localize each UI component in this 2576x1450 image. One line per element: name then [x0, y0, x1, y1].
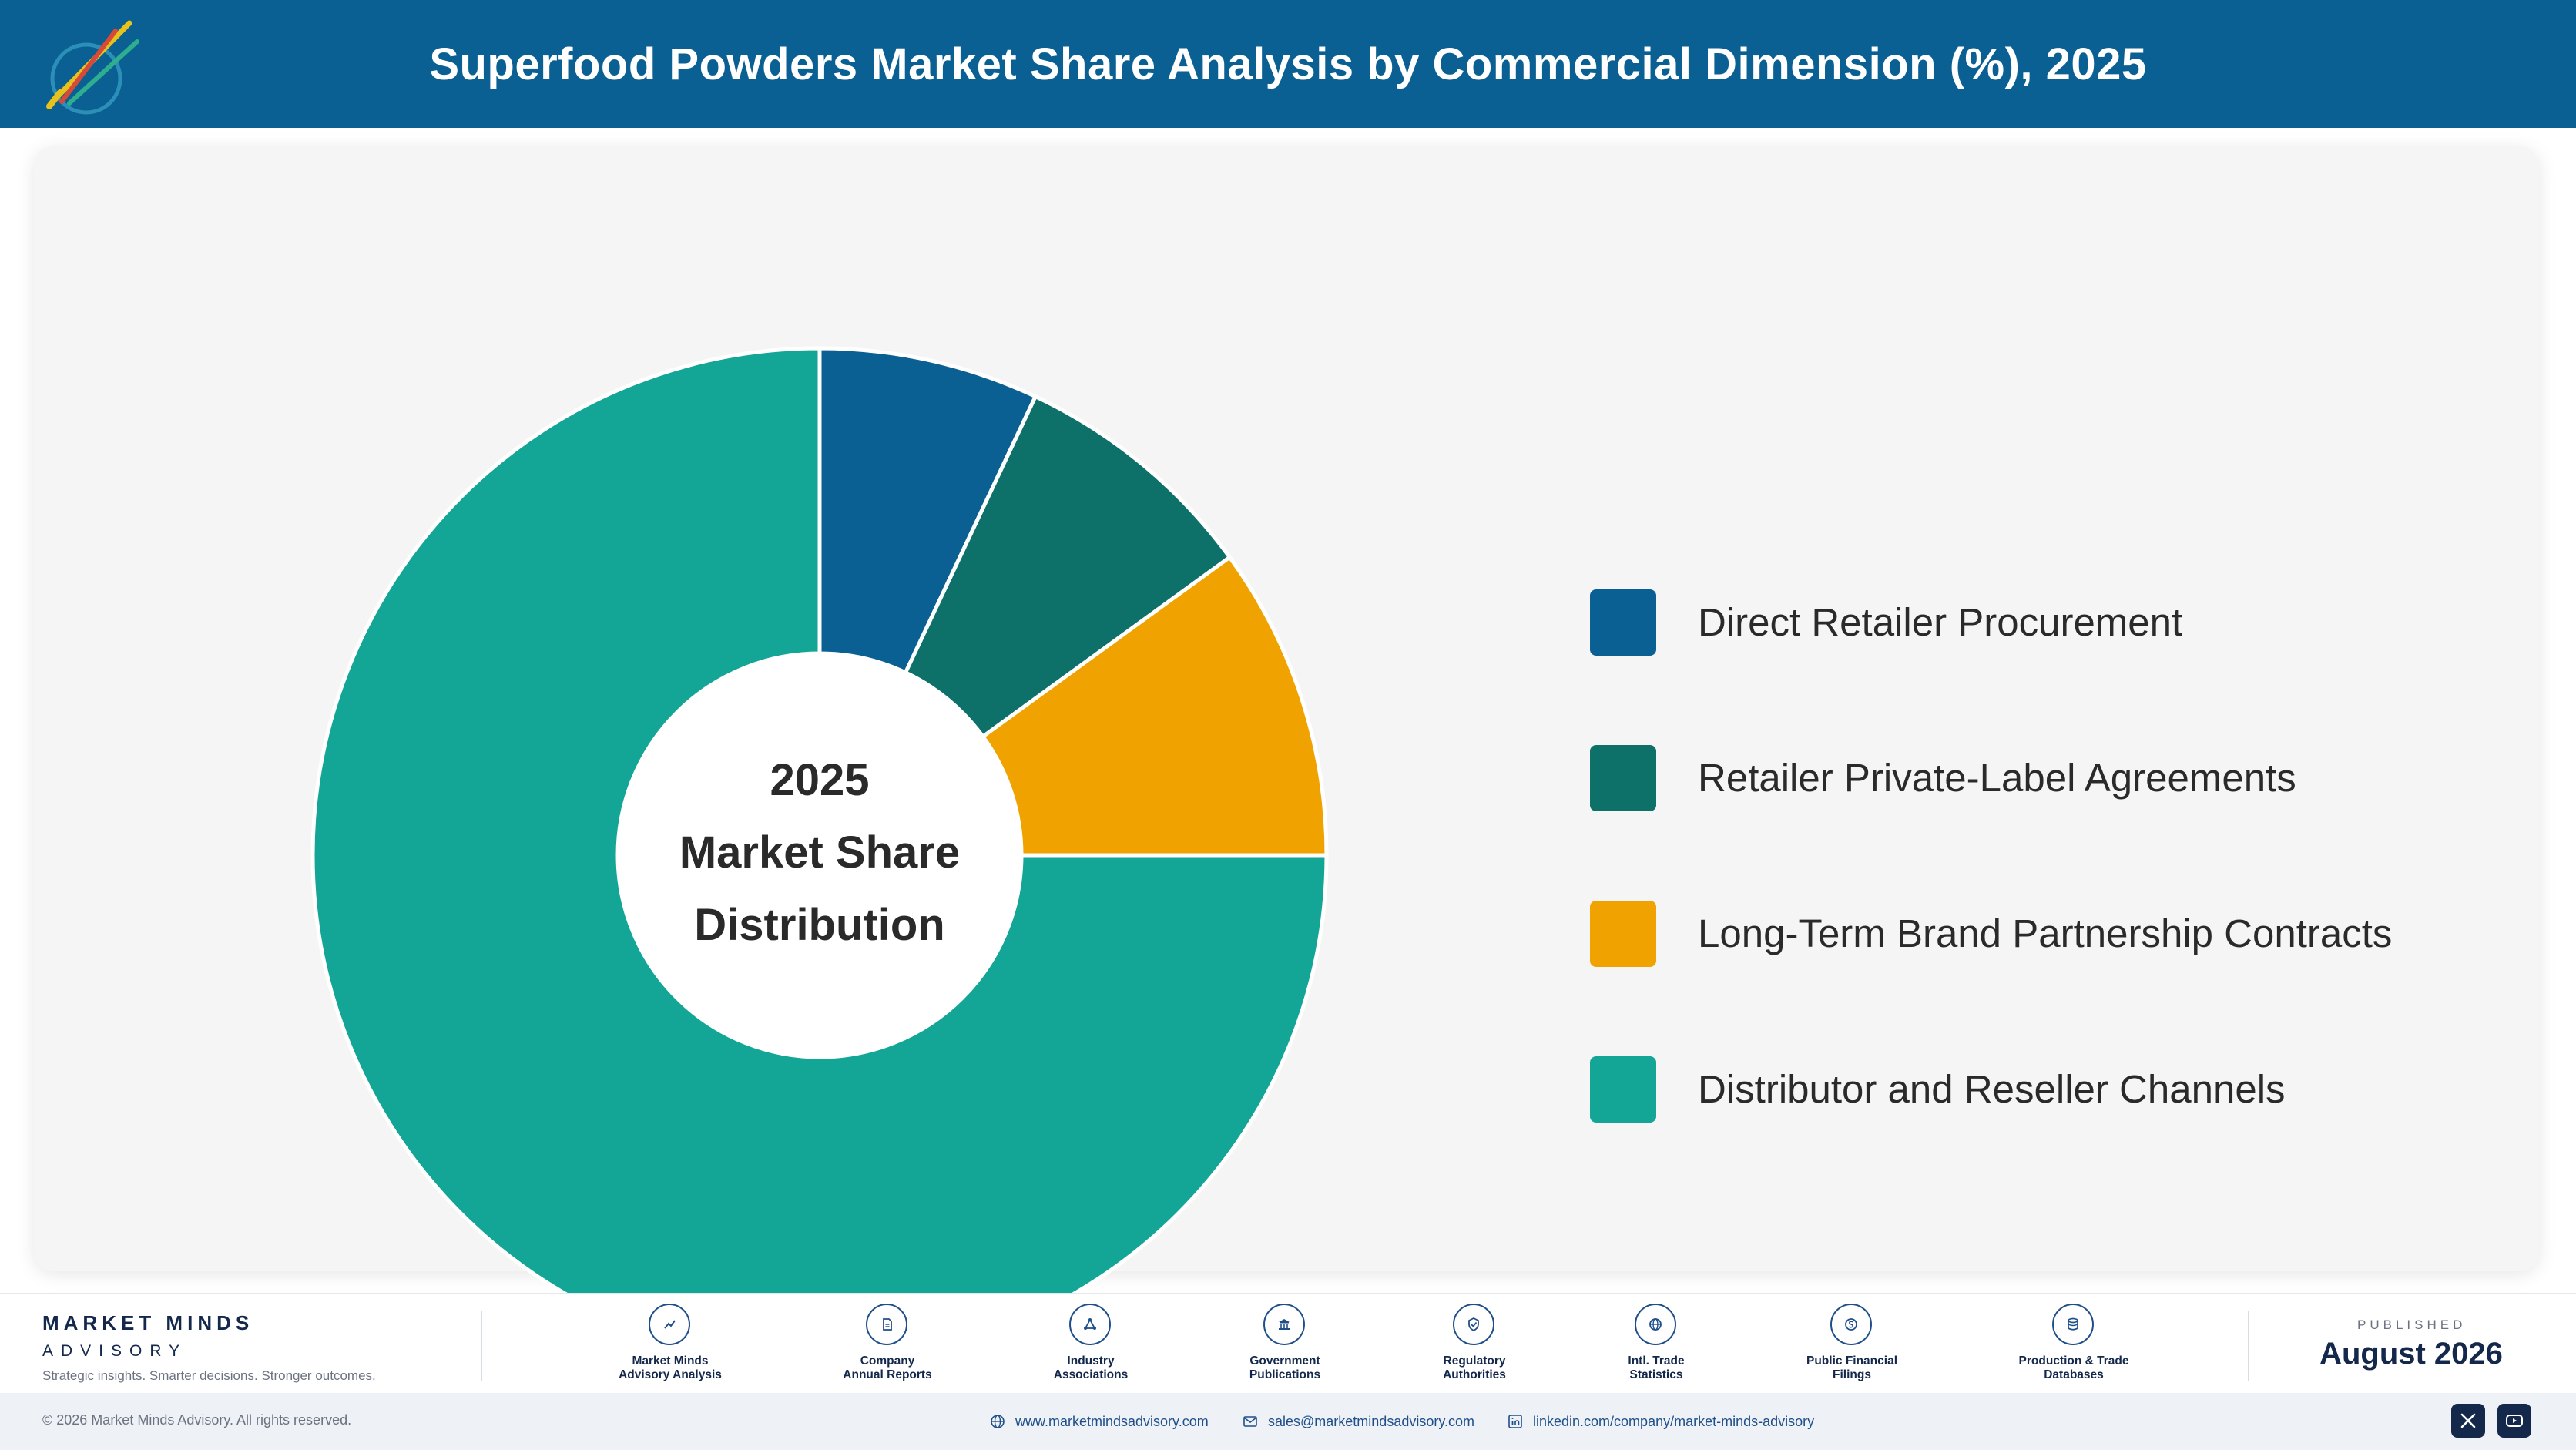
- donut-center-text: Distribution: [694, 900, 944, 950]
- website-link[interactable]: www.marketmindsadvisory.com: [989, 1411, 1209, 1432]
- data-source-label: Regulatory Authorities: [1443, 1354, 1506, 1381]
- legend-label: Retailer Private-Label Agreements: [1698, 756, 2296, 800]
- legend-item: Retailer Private-Label Agreements: [1590, 745, 2514, 811]
- footer: MARKET MINDS ADVISORY Strategic insights…: [0, 1293, 2576, 1395]
- copyright: © 2026 Market Minds Advisory. All rights…: [42, 1412, 352, 1428]
- legend-swatch: [1590, 589, 1656, 656]
- header-bar: Superfood Powders Market Share Analysis …: [0, 0, 2576, 128]
- chart-card: 2025 Market Share Distribution Direct Reta…: [34, 146, 2539, 1364]
- legend-label: Long-Term Brand Partnership Contracts: [1698, 911, 2393, 955]
- donut-chart: 2025 Market Share Distribution: [310, 346, 1329, 1364]
- dollar-coin-icon: [1830, 1304, 1872, 1345]
- data-source-label: Intl. Trade Statistics: [1628, 1354, 1685, 1381]
- globe-icon: [1635, 1304, 1676, 1345]
- website-text: www.marketmindsadvisory.com: [1015, 1413, 1209, 1429]
- data-source-label: Public Financial Filings: [1806, 1354, 1897, 1381]
- database-icon: [2052, 1304, 2094, 1345]
- donut-center-text: Market Share: [679, 827, 960, 878]
- brand-tagline: Strategic insights. Smarter decisions. S…: [42, 1368, 376, 1383]
- company-logo: [46, 20, 139, 115]
- email-text: sales@marketmindsadvisory.com: [1268, 1413, 1475, 1429]
- youtube-social-button[interactable]: [2497, 1404, 2531, 1438]
- youtube-icon: [2506, 1415, 2523, 1427]
- data-source-label: Government Publications: [1249, 1354, 1321, 1381]
- data-source-label: Production & Trade Databases: [2018, 1354, 2129, 1381]
- legend-swatch: [1590, 745, 1656, 811]
- linkedin-text: linkedin.com/company/market-minds-adviso…: [1533, 1413, 1815, 1429]
- government-building-icon: [1263, 1304, 1305, 1345]
- bottom-bar: © 2026 Market Minds Advisory. All rights…: [0, 1393, 2576, 1450]
- legend-item: Distributor and Reseller Channels: [1590, 1056, 2514, 1123]
- network-icon: [1069, 1304, 1111, 1345]
- x-social-button[interactable]: [2451, 1404, 2485, 1438]
- legend-item: Long-Term Brand Partnership Contracts: [1590, 901, 2514, 967]
- data-source-label: Market Minds Advisory Analysis: [619, 1354, 722, 1381]
- data-source-label: Company Annual Reports: [843, 1354, 932, 1381]
- legend-item: Direct Retailer Procurement: [1590, 589, 2514, 656]
- trend-chart-icon: [649, 1304, 690, 1345]
- linkedin-icon: [1508, 1415, 1522, 1428]
- globe-icon: [991, 1415, 1005, 1428]
- footer-divider: [481, 1311, 482, 1381]
- data-source-label: Industry Associations: [1053, 1354, 1129, 1381]
- linkedin-link[interactable]: linkedin.com/company/market-minds-adviso…: [1507, 1411, 1814, 1432]
- legend-label: Distributor and Reseller Channels: [1698, 1067, 2286, 1111]
- published-label: PUBLISHED: [2357, 1317, 2467, 1332]
- page-title: Superfood Powders Market Share Analysis …: [429, 39, 2147, 89]
- document-icon: [866, 1304, 907, 1345]
- brand-subtitle: ADVISORY: [42, 1342, 188, 1360]
- published-date: August 2026: [2319, 1337, 2503, 1371]
- footer-divider: [2248, 1311, 2249, 1381]
- donut-center: [618, 653, 1021, 1057]
- donut-center-text: 2025: [770, 755, 869, 805]
- brand-name: MARKET MINDS: [42, 1311, 254, 1334]
- x-icon: [2460, 1413, 2476, 1428]
- shield-check-icon: [1453, 1304, 1494, 1345]
- legend-swatch: [1590, 901, 1656, 967]
- mail-icon: [1243, 1416, 1257, 1427]
- email-link[interactable]: sales@marketmindsadvisory.com: [1242, 1411, 1474, 1432]
- legend-swatch: [1590, 1056, 1656, 1123]
- legend-label: Direct Retailer Procurement: [1698, 600, 2183, 644]
